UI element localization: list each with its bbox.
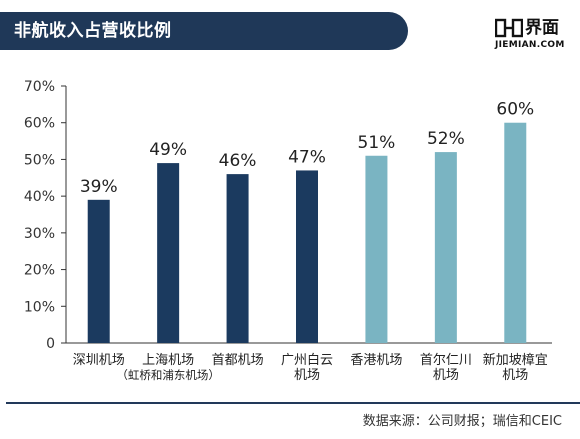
x-tick-label: 香港机场 — [350, 353, 402, 368]
y-tick-label: 30% — [24, 226, 55, 242]
logo-mark-icon — [495, 18, 523, 38]
footer-divider — [6, 402, 580, 404]
data-label: 46% — [219, 151, 257, 171]
data-label: 39% — [80, 177, 118, 197]
y-tick-label: 0 — [46, 336, 55, 352]
y-tick-label: 10% — [24, 299, 55, 315]
bar — [296, 170, 318, 343]
y-tick-label: 70% — [24, 79, 55, 95]
x-tick-label: 机场 — [502, 368, 528, 383]
data-label: 49% — [149, 140, 187, 160]
bar — [434, 152, 457, 343]
bar — [504, 122, 527, 343]
y-tick-label: 20% — [24, 263, 55, 279]
chart-title: 非航收入占营收比例 — [14, 21, 172, 41]
logo-url: JIEMIAN.COM — [495, 40, 565, 50]
bar — [157, 163, 180, 343]
bar — [365, 155, 388, 343]
data-label: 60% — [496, 100, 534, 120]
y-tick-label: 60% — [24, 116, 55, 132]
x-tick-label: 机场 — [433, 368, 459, 383]
data-label: 52% — [427, 129, 465, 149]
data-source: 数据来源：公司财报；瑞信和CEIC — [362, 414, 562, 429]
data-label: 51% — [358, 133, 396, 153]
data-label: 47% — [288, 147, 326, 167]
x-tick-label: 上海机场 — [142, 353, 194, 368]
x-tick-label: （虹桥和浦东机场） — [116, 368, 220, 382]
logo-text: 界面 — [525, 18, 559, 38]
jiemian-logo: 界面 JIEMIAN.COM — [495, 18, 565, 54]
x-tick-label: 首尔仁川 — [420, 353, 472, 368]
x-tick-label: 深圳机场 — [73, 353, 125, 368]
y-tick-label: 50% — [24, 152, 55, 168]
bar — [87, 199, 110, 343]
bar — [226, 174, 249, 343]
title-bar: 非航收入占营收比例 — [0, 12, 408, 50]
x-tick-label: 广州白云 — [281, 352, 333, 368]
x-tick-label: 机场 — [294, 368, 320, 383]
x-tick-label: 首都机场 — [212, 353, 264, 368]
x-tick-label: 新加坡樟宜 — [483, 352, 548, 368]
y-tick-label: 40% — [24, 189, 55, 205]
